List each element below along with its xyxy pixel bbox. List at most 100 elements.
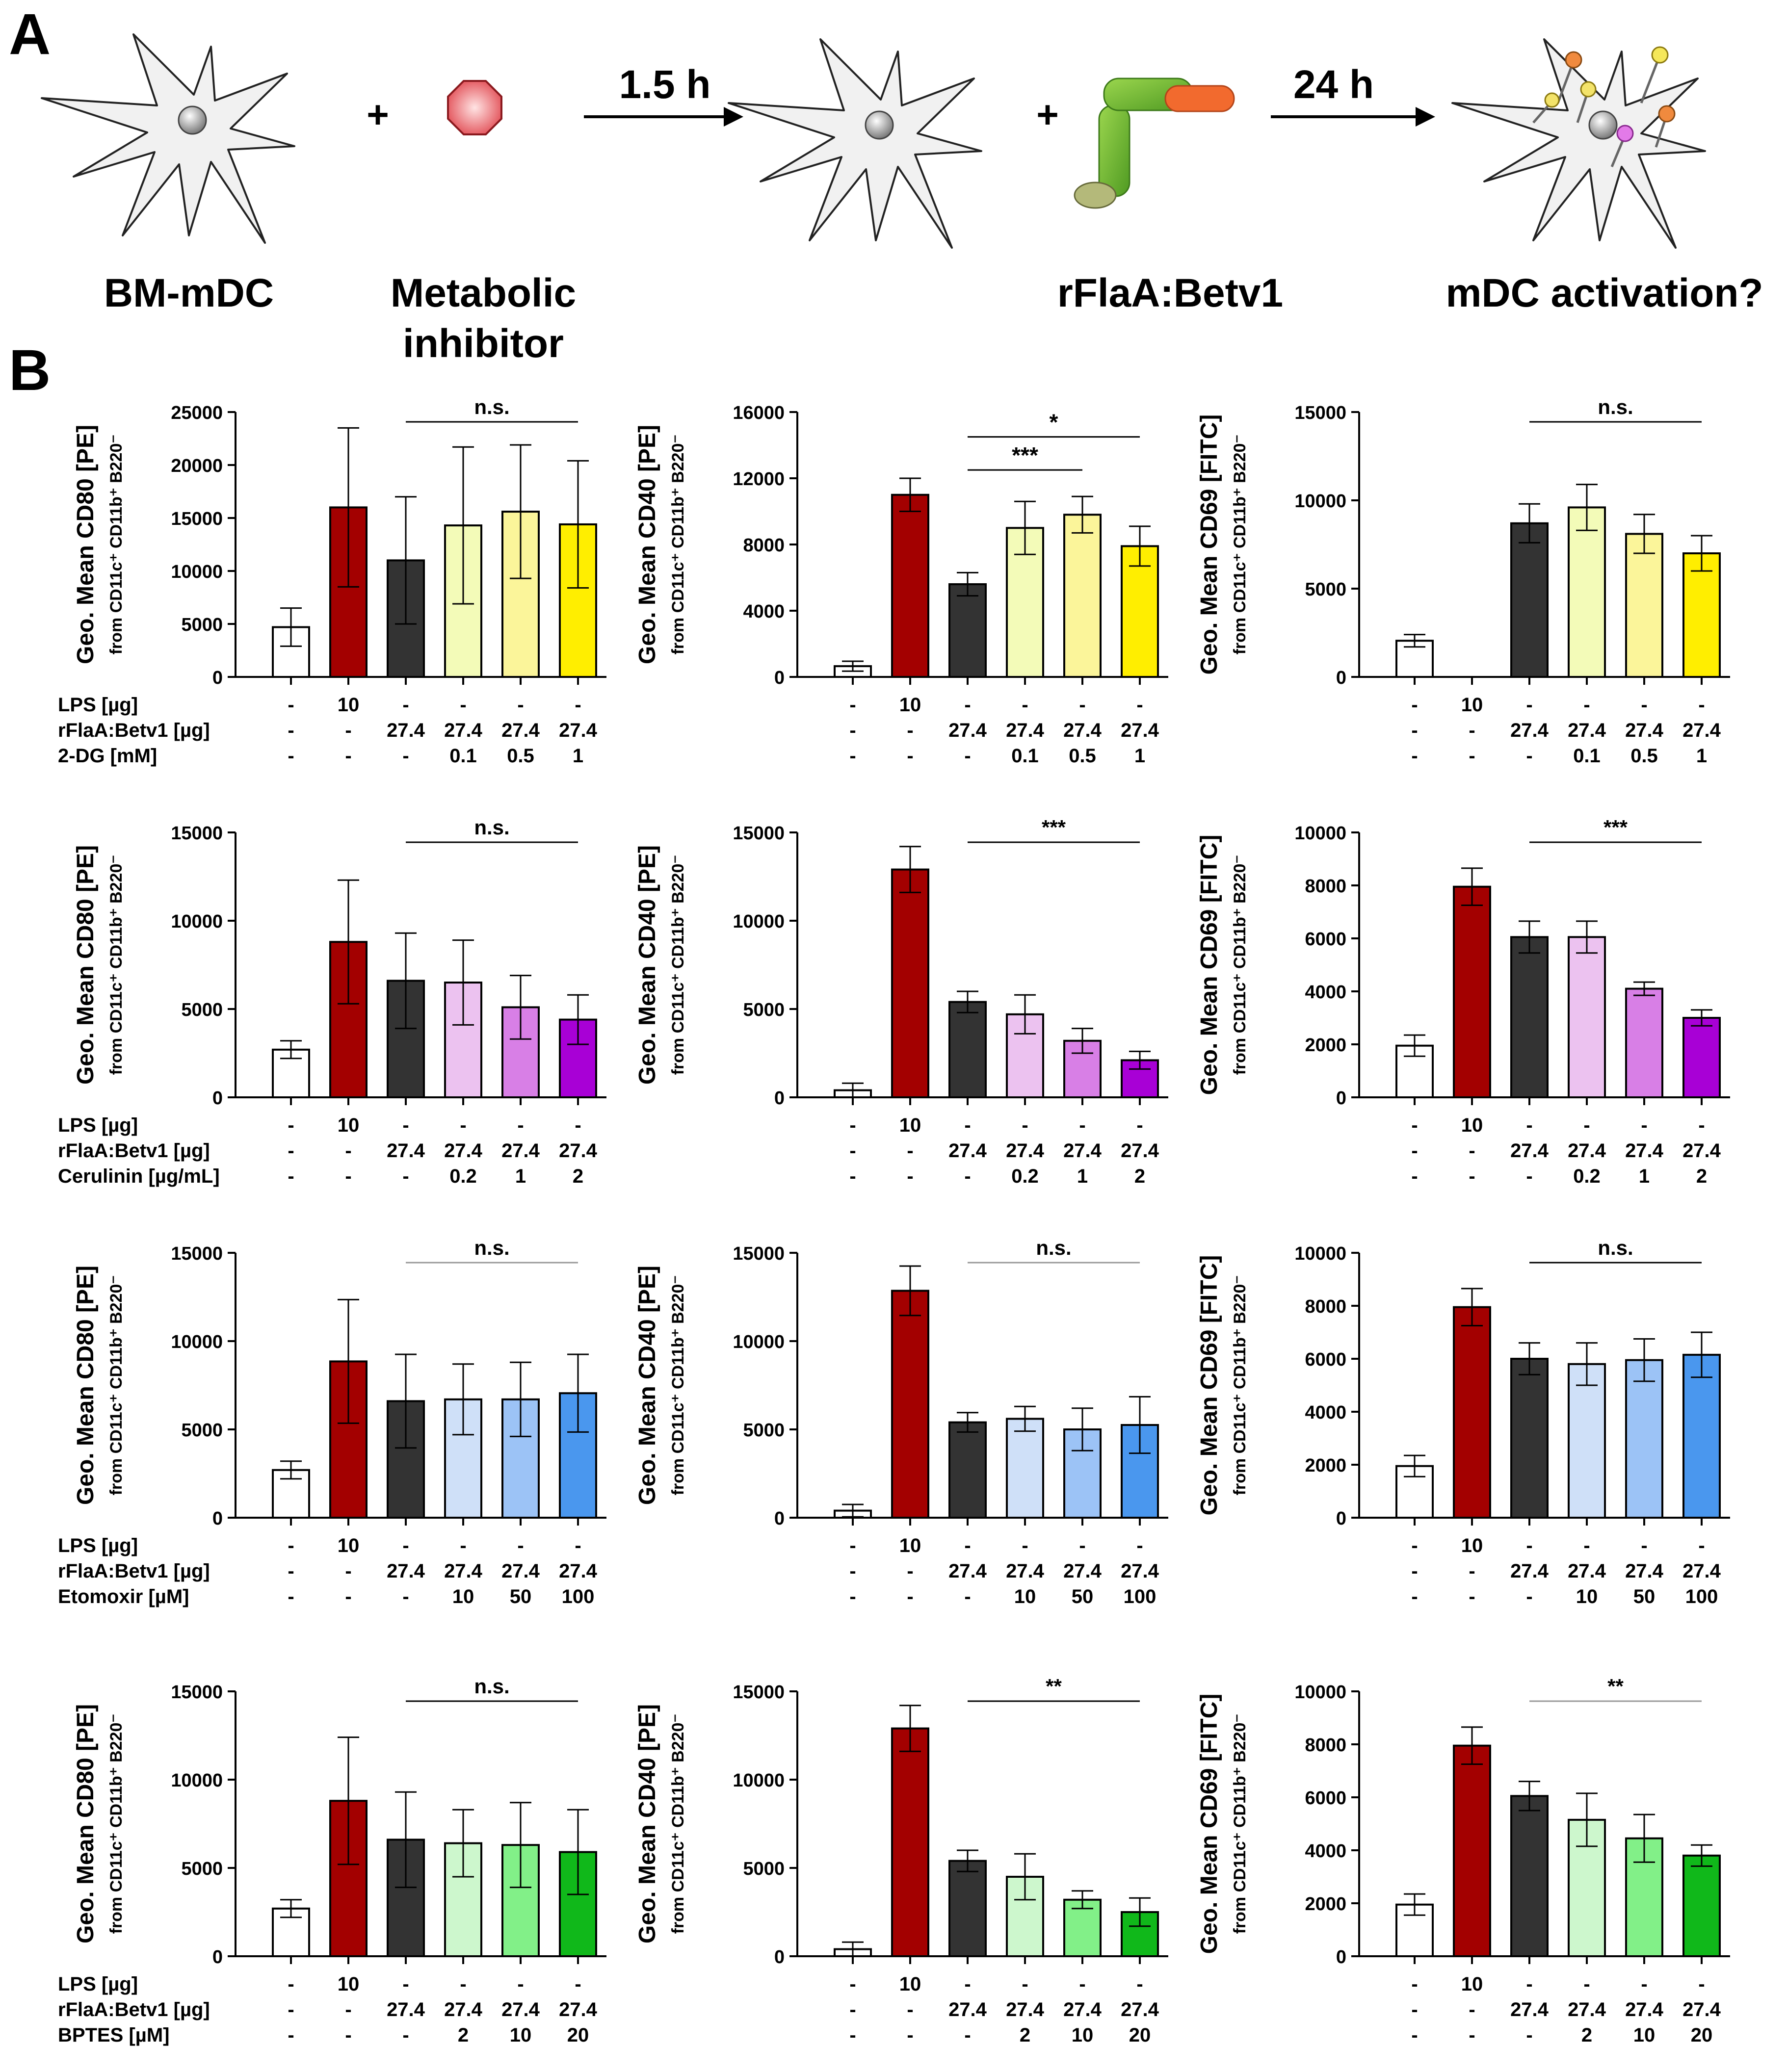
chart-3-cd69-y-tick-label: 4000 xyxy=(1305,1841,1346,1862)
chart-3-cd80-y-tick-label: 15000 xyxy=(171,1682,223,1703)
chart-0-cd69-table-flaa-5: 27.4 xyxy=(1682,720,1721,741)
plus-sign-2: + xyxy=(1036,93,1059,136)
chart-2-cd69-y-title: Geo. Mean CD69 [FITC] xyxy=(1196,1255,1222,1516)
chart-3-cd40-table-inh-3: 2 xyxy=(1020,2024,1030,2046)
chart-0-cd80-table-inh-1: - xyxy=(345,745,351,767)
chart-2-cd80-table-inh-4: 50 xyxy=(510,1586,532,1607)
chart-2-cd40-y-tick-label: 5000 xyxy=(743,1420,785,1441)
chart-0-cd80-table-flaa-2: 27.4 xyxy=(387,720,425,741)
row-label-rflaa: rFlaA:Betv1 [µg] xyxy=(58,720,210,741)
time-label-1: 1.5 h xyxy=(619,62,711,107)
chart-1-cd80-table-flaa-4: 27.4 xyxy=(501,1140,540,1162)
chart-1-cd69-y-tick-label: 6000 xyxy=(1305,929,1346,950)
chart-1-cd69-y-tick-label: 4000 xyxy=(1305,982,1346,1003)
chart-0-cd40-y-tick-label: 0 xyxy=(774,668,785,688)
chart-1-cd80-table-lps-1: 10 xyxy=(338,1114,360,1136)
row-label-rflaa: rFlaA:Betv1 [µg] xyxy=(58,1999,210,2020)
chart-0-cd40-table-flaa-1: - xyxy=(907,720,913,741)
chart-1-cd80-table-flaa-5: 27.4 xyxy=(559,1140,598,1162)
chart-2-cd80-table-lps-2: - xyxy=(402,1535,409,1556)
chart-0-cd80-table-flaa-5: 27.4 xyxy=(559,720,598,741)
chart-0-cd80-table-lps-5: - xyxy=(575,694,581,716)
chart-1-cd40-table-flaa-3: 27.4 xyxy=(1006,1140,1045,1162)
chart-3-cd80-y-tick-label: 10000 xyxy=(171,1770,223,1791)
chart-2-cd40-table-lps-0: - xyxy=(849,1535,856,1556)
chart-1-cd40-table-flaa-0: - xyxy=(849,1140,856,1162)
chart-0-cd80-y-tick-label: 10000 xyxy=(171,562,223,582)
chart-3-cd69-table-inh-3: 2 xyxy=(1581,2024,1592,2046)
chart-2-cd40-table-inh-4: 50 xyxy=(1072,1586,1094,1607)
chart-2-cd69-y-tick-label: 10000 xyxy=(1294,1243,1346,1264)
chart-2-cd80-table-flaa-1: - xyxy=(345,1560,351,1582)
chart-1-cd69-y-tick-label: 8000 xyxy=(1305,876,1346,897)
chart-0-cd40-sig-label-1: * xyxy=(1050,410,1058,435)
chart-2-cd40-table-inh-2: - xyxy=(964,1586,971,1607)
chart-1-cd69-table-inh-4: 1 xyxy=(1639,1166,1650,1187)
chart-0-cd80-table-inh-3: 0.1 xyxy=(449,745,477,767)
chart-1-cd69-sig-label: *** xyxy=(1603,816,1628,839)
row-label-inhibitor: Etomoxir [µM] xyxy=(58,1586,189,1607)
chart-2-cd69-table-inh-3: 10 xyxy=(1576,1586,1598,1607)
chart-2-cd80-table-lps-5: - xyxy=(575,1535,581,1556)
chart-1-cd80-y-subtitle: from CD11c⁺ CD11b⁺ B220⁻ xyxy=(107,855,126,1075)
chart-1-cd80-table-inh-4: 1 xyxy=(515,1166,526,1187)
chart-3-cd80-table-lps-0: - xyxy=(288,1973,294,1995)
chart-0-cd69-y-tick-label: 15000 xyxy=(1294,403,1346,423)
chart-0-cd40-table-inh-4: 0.5 xyxy=(1069,745,1096,767)
chart-1-cd69-table-lps-2: - xyxy=(1526,1114,1532,1136)
chart-2-cd69-table-inh-1: - xyxy=(1469,1586,1475,1607)
chart-3-cd80-table-inh-3: 2 xyxy=(458,2024,469,2046)
chart-3-cd80-y-tick-label: 5000 xyxy=(181,1859,223,1879)
chart-3-cd40-y-subtitle: from CD11c⁺ CD11b⁺ B220⁻ xyxy=(669,1714,687,1934)
chart-1-cd80-table-inh-3: 0.2 xyxy=(449,1166,477,1187)
chart-0-cd69-y-title: Geo. Mean CD69 [FITC] xyxy=(1196,414,1222,675)
chart-3-cd69-table-lps-5: - xyxy=(1698,1973,1705,1995)
chart-3-cd40-table-flaa-0: - xyxy=(849,1999,856,2020)
chart-3-cd69-y-subtitle: from CD11c⁺ CD11b⁺ B220⁻ xyxy=(1231,1714,1249,1934)
chart-2-cd69-table-inh-0: - xyxy=(1411,1586,1418,1607)
chart-2-cd69-table-inh-4: 50 xyxy=(1633,1586,1656,1607)
chart-3-cd40-table-inh-5: 20 xyxy=(1129,2024,1151,2046)
chart-2-cd69-y-tick-label: 6000 xyxy=(1305,1349,1346,1370)
chart-3-cd80-y-tick-label: 0 xyxy=(212,1947,223,1968)
chart-0-cd40-table-flaa-3: 27.4 xyxy=(1006,720,1045,741)
chart-2-cd69-y-tick-label: 4000 xyxy=(1305,1402,1346,1423)
chart-2-cd80-table-inh-1: - xyxy=(345,1586,351,1607)
chart-1-cd69-bar-2 xyxy=(1510,936,1549,1099)
chart-3-cd40-bar-2 xyxy=(948,1860,987,1958)
chart-2-cd80-table-flaa-0: - xyxy=(288,1560,294,1582)
chart-0-cd80-table-lps-3: - xyxy=(460,694,466,716)
chart-0-cd69-table-inh-5: 1 xyxy=(1696,745,1707,767)
chart-2-cd80-table-inh-0: - xyxy=(288,1586,294,1607)
chart-0-cd40-table-flaa-2: 27.4 xyxy=(948,720,987,741)
arrow-2-head xyxy=(1416,107,1435,127)
chart-3-cd80-table-flaa-2: 27.4 xyxy=(387,1999,425,2020)
chart-0-cd80-table-lps-0: - xyxy=(288,694,294,716)
chart-1-cd80-table-inh-1: - xyxy=(345,1166,351,1187)
chart-3-cd40-bar-1 xyxy=(891,1727,929,1958)
chart-1-cd69-table-inh-1: - xyxy=(1469,1166,1475,1187)
chart-1-cd69-y-tick-label: 10000 xyxy=(1294,823,1346,844)
chart-1-cd80-sig-label: n.s. xyxy=(474,816,509,839)
chart-2-cd40-table-lps-4: - xyxy=(1079,1535,1085,1556)
chart-2-cd40-table-inh-5: 100 xyxy=(1124,1586,1156,1607)
chart-3-cd69-bar-5 xyxy=(1682,1854,1721,1958)
chart-0-cd80-table-lps-2: - xyxy=(402,694,409,716)
chart-1-cd40-sig-label: *** xyxy=(1042,816,1066,839)
chart-0-cd40-table-lps-0: - xyxy=(849,694,856,716)
chart-1-cd80-y-tick-label: 10000 xyxy=(171,911,223,932)
chart-3-cd80-table-lps-3: - xyxy=(460,1973,466,1995)
chart-1-cd40-bar-1 xyxy=(891,868,929,1098)
chart-2-cd69-y-tick-label: 8000 xyxy=(1305,1296,1346,1317)
chart-3-cd40-table-inh-4: 10 xyxy=(1072,2024,1094,2046)
chart-0-cd80-y-tick-label: 0 xyxy=(212,668,223,688)
chart-1-cd80-y-tick-label: 15000 xyxy=(171,823,223,844)
chart-0-cd80-table-inh-0: - xyxy=(288,745,294,767)
chart-1-cd69-y-tick-label: 2000 xyxy=(1305,1035,1346,1056)
chart-1-cd40-table-inh-2: - xyxy=(964,1166,971,1187)
chart-3-cd69-table-lps-4: - xyxy=(1641,1973,1647,1995)
chart-1-cd40-table-lps-3: - xyxy=(1022,1114,1028,1136)
chart-3-cd40-table-flaa-1: - xyxy=(907,1999,913,2020)
chart-0-cd40-y-tick-label: 12000 xyxy=(733,469,785,490)
chart-3-cd80-table-inh-1: - xyxy=(345,2024,351,2046)
